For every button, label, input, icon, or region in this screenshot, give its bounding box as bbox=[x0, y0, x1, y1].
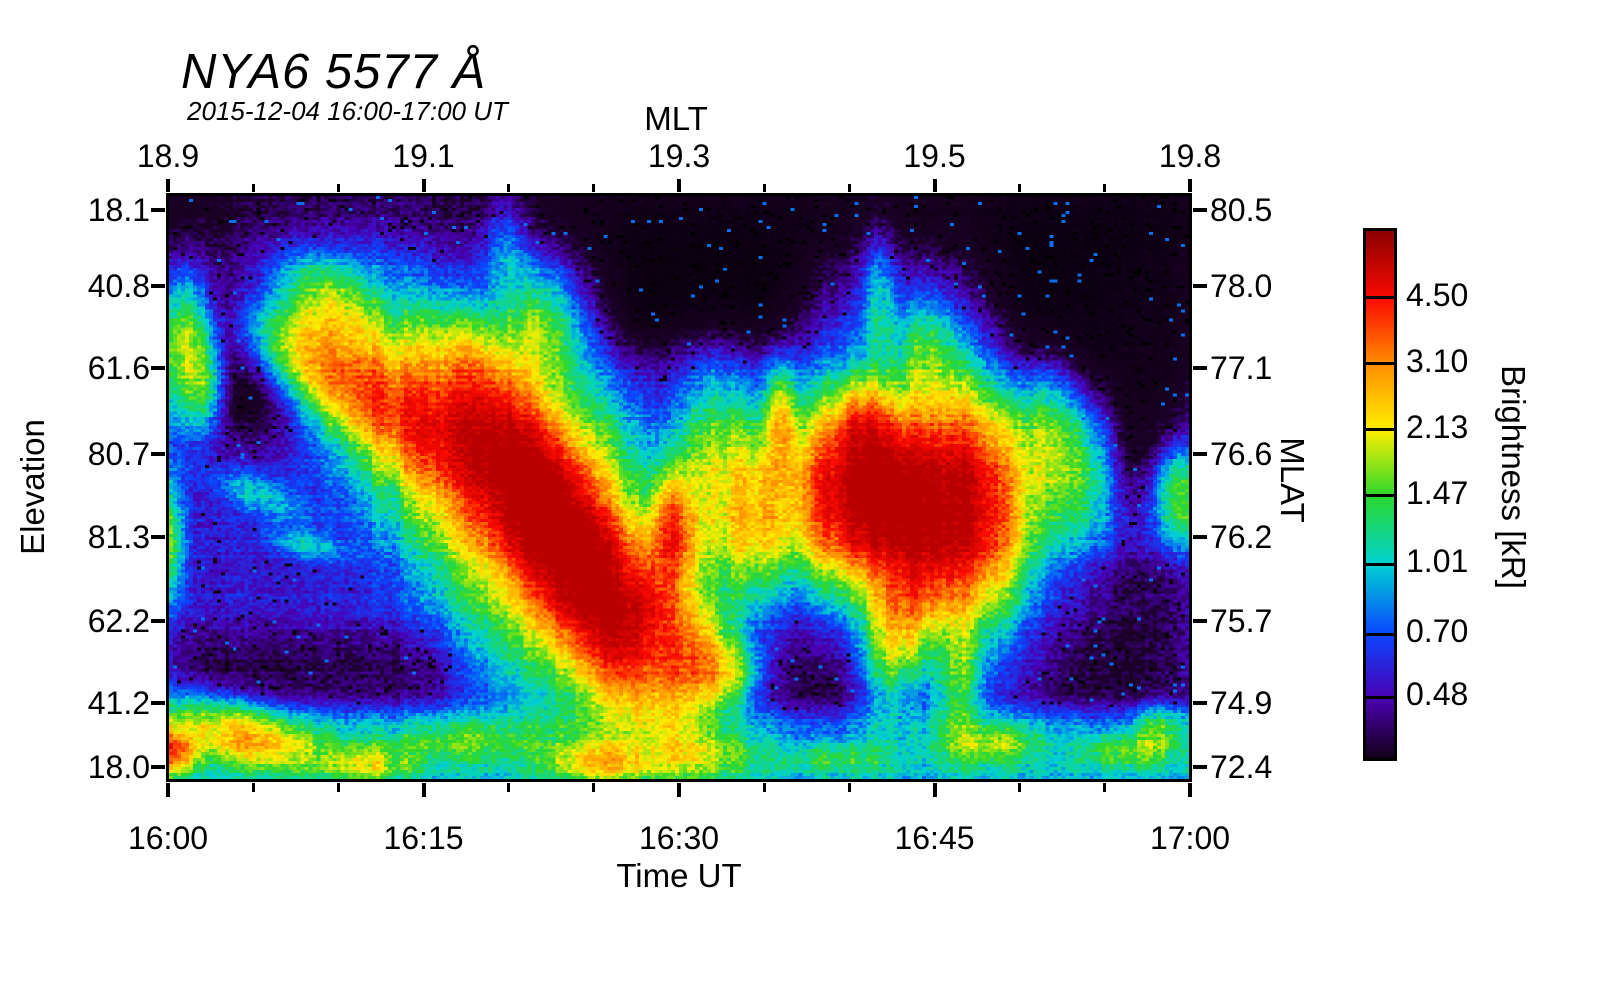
right-tick-label: 80.5 bbox=[1210, 192, 1273, 229]
right-tick-label: 74.9 bbox=[1210, 684, 1273, 721]
right-tick-label: 76.6 bbox=[1210, 436, 1273, 473]
top-tick-label: 18.9 bbox=[136, 138, 200, 174]
x-axis-minor-tick bbox=[507, 783, 511, 792]
x-axis-minor-tick bbox=[847, 184, 851, 192]
x-axis-major-tick bbox=[1188, 179, 1192, 192]
x-axis-minor-tick bbox=[1018, 783, 1022, 792]
colorbar-divider bbox=[1366, 362, 1394, 366]
top-tick-label: 19.3 bbox=[647, 138, 711, 174]
x-axis-minor-tick bbox=[1103, 783, 1107, 792]
x-axis-major-tick bbox=[166, 179, 170, 192]
x-axis-major-tick bbox=[932, 783, 937, 797]
bottom-tick-label: 17:00 bbox=[1149, 820, 1231, 856]
y-axis-left-tick bbox=[151, 535, 165, 540]
y-axis-left-tick bbox=[151, 208, 165, 213]
right-tick-label: 77.1 bbox=[1210, 350, 1273, 387]
colorbar-tick-label: 4.50 bbox=[1406, 276, 1469, 313]
bottom-axis-title: Time UT bbox=[616, 857, 742, 894]
bottom-tick-label: 16:00 bbox=[127, 820, 209, 856]
right-tick-label: 78.0 bbox=[1210, 268, 1273, 305]
x-axis-minor-tick bbox=[336, 184, 340, 192]
colorbar-divider bbox=[1366, 428, 1394, 432]
top-tick-label: 19.1 bbox=[392, 138, 455, 174]
y-axis-right-tick bbox=[1193, 366, 1207, 371]
left-tick-label: 61.6 bbox=[87, 350, 150, 387]
bottom-tick-label: 16:15 bbox=[383, 820, 464, 856]
y-axis-left-tick bbox=[151, 618, 165, 623]
x-axis-minor-tick bbox=[592, 184, 596, 192]
x-axis-minor-tick bbox=[507, 184, 511, 192]
x-axis-major-tick bbox=[421, 783, 426, 797]
left-tick-label: 62.2 bbox=[87, 602, 150, 639]
x-axis-minor-tick bbox=[251, 783, 255, 792]
colorbar-tick-label: 1.01 bbox=[1406, 543, 1469, 580]
x-axis-minor-tick bbox=[1103, 184, 1107, 192]
colorbar-tick-label: 1.47 bbox=[1406, 474, 1469, 511]
x-axis-major-tick bbox=[677, 783, 681, 797]
x-axis-major-tick bbox=[677, 179, 681, 192]
x-axis-major-tick bbox=[166, 783, 170, 797]
y-axis-left-tick bbox=[151, 366, 165, 371]
colorbar-divider bbox=[1366, 562, 1394, 566]
y-axis-right-tick bbox=[1193, 452, 1207, 457]
colorbar-tick-label: 2.13 bbox=[1406, 408, 1469, 445]
y-axis-right-tick bbox=[1193, 700, 1207, 705]
x-axis-minor-tick bbox=[762, 783, 766, 792]
top-tick-label: 19.8 bbox=[1158, 138, 1222, 174]
right-tick-label: 72.4 bbox=[1210, 749, 1273, 786]
y-axis-right-tick bbox=[1193, 535, 1207, 540]
left-axis-title: Elevation bbox=[14, 419, 51, 555]
colorbar-divider bbox=[1366, 494, 1394, 498]
keogram-heatmap-canvas bbox=[169, 196, 1189, 779]
y-axis-right-tick bbox=[1193, 765, 1207, 770]
x-axis-minor-tick bbox=[336, 783, 340, 792]
y-axis-left-tick bbox=[151, 452, 165, 457]
colorbar-title: Brightness [kR] bbox=[1495, 365, 1532, 589]
x-axis-major-tick bbox=[421, 179, 426, 192]
y-axis-left-tick bbox=[151, 700, 165, 705]
figure-title: NYA6 5577 Å bbox=[181, 45, 487, 99]
x-axis-minor-tick bbox=[1018, 184, 1022, 192]
bottom-tick-label: 16:45 bbox=[894, 820, 975, 856]
colorbar-tick-label: 0.48 bbox=[1406, 676, 1469, 713]
x-axis-minor-tick bbox=[762, 184, 766, 192]
left-tick-label: 81.3 bbox=[87, 519, 150, 556]
left-tick-label: 40.8 bbox=[87, 268, 150, 305]
colorbar-divider bbox=[1366, 695, 1394, 699]
top-axis-title: MLT bbox=[644, 100, 708, 137]
heatmap-plot-area bbox=[166, 193, 1192, 782]
left-tick-label: 41.2 bbox=[87, 684, 150, 721]
left-tick-label: 18.1 bbox=[87, 192, 150, 229]
bottom-tick-label: 16:30 bbox=[638, 820, 720, 856]
x-axis-major-tick bbox=[932, 179, 937, 192]
left-tick-label: 18.0 bbox=[87, 749, 150, 786]
x-axis-minor-tick bbox=[592, 783, 596, 792]
colorbar-divider bbox=[1366, 296, 1394, 300]
y-axis-right-tick bbox=[1193, 618, 1207, 623]
colorbar-divider bbox=[1366, 632, 1394, 636]
colorbar-tick-label: 3.10 bbox=[1406, 342, 1469, 379]
left-tick-label: 80.7 bbox=[87, 436, 150, 473]
x-axis-minor-tick bbox=[847, 783, 851, 792]
right-tick-label: 76.2 bbox=[1210, 519, 1273, 556]
y-axis-right-tick bbox=[1193, 284, 1207, 289]
right-axis-title: MLAT bbox=[1274, 437, 1311, 523]
y-axis-right-tick bbox=[1193, 208, 1207, 213]
figure-subtitle: 2015-12-04 16:00-17:00 UT bbox=[187, 96, 508, 126]
colorbar bbox=[1363, 228, 1397, 761]
top-tick-label: 19.5 bbox=[903, 138, 966, 174]
x-axis-major-tick bbox=[1188, 783, 1192, 797]
right-tick-label: 75.7 bbox=[1210, 602, 1273, 639]
colorbar-tick-label: 0.70 bbox=[1406, 613, 1469, 650]
y-axis-left-tick bbox=[151, 284, 165, 289]
y-axis-left-tick bbox=[151, 765, 165, 770]
x-axis-minor-tick bbox=[251, 184, 255, 192]
